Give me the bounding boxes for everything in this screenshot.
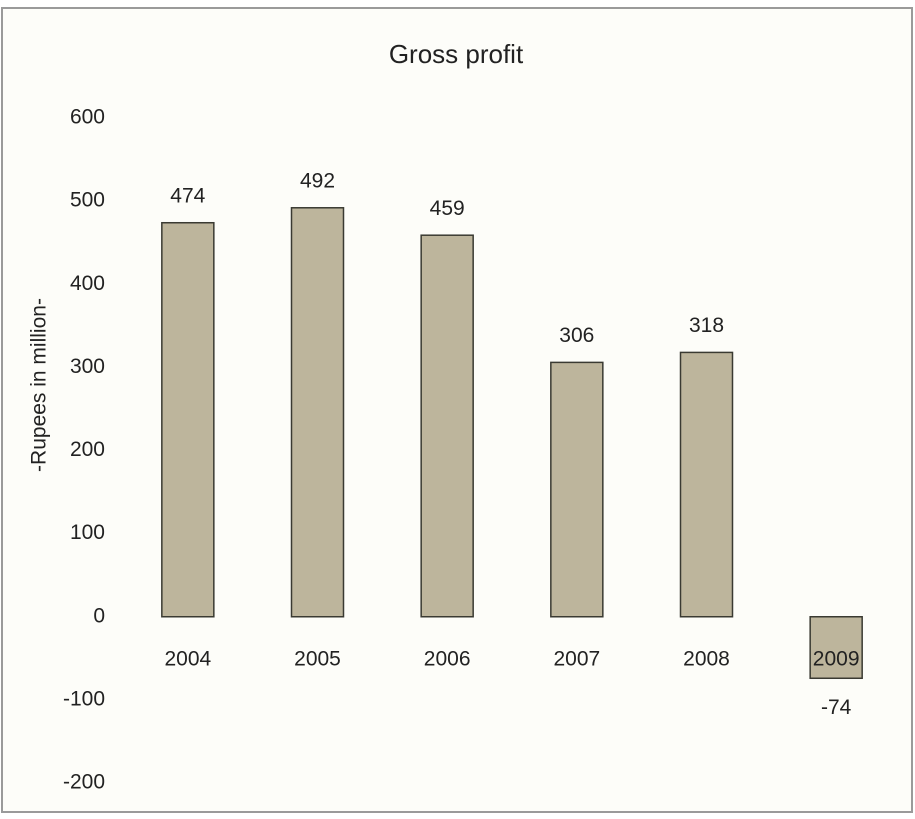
- value-label: -74: [821, 696, 852, 719]
- bar: [550, 361, 604, 618]
- y-tick-label: 400: [70, 272, 105, 295]
- x-tick-label: 2005: [294, 647, 341, 670]
- x-tick-label: 2009: [813, 647, 860, 670]
- y-tick-label: 500: [70, 189, 105, 212]
- x-tick-label: 2007: [553, 647, 600, 670]
- y-tick-label: -200: [63, 771, 105, 794]
- x-tick-label: 2006: [424, 647, 471, 670]
- value-label: 474: [170, 184, 205, 207]
- value-label: 318: [689, 314, 724, 337]
- chart-title: Gross profit: [389, 39, 524, 69]
- y-tick-label: -100: [63, 687, 105, 710]
- y-tick-label: 0: [93, 604, 105, 627]
- y-tick-label: 600: [70, 106, 105, 129]
- value-label: 306: [559, 324, 594, 347]
- y-tick-label: 200: [70, 438, 105, 461]
- bar: [679, 351, 734, 618]
- value-label: 492: [300, 169, 335, 192]
- y-tick-label: 300: [70, 355, 105, 378]
- bar: [290, 207, 345, 618]
- x-tick-label: 2004: [164, 647, 211, 670]
- bar: [420, 234, 474, 618]
- bar: [809, 616, 863, 680]
- bar: [161, 221, 215, 618]
- y-tick-label: 100: [70, 521, 105, 544]
- y-axis-label: -Rupees in million-: [28, 298, 51, 472]
- value-label: 459: [430, 197, 465, 220]
- x-tick-label: 2008: [683, 647, 730, 670]
